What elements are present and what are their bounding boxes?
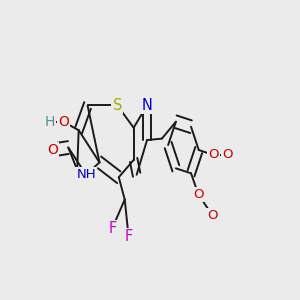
Text: O: O bbox=[193, 188, 204, 201]
Text: O: O bbox=[207, 209, 218, 222]
Text: H: H bbox=[45, 115, 55, 129]
Text: O: O bbox=[47, 143, 58, 157]
Text: O: O bbox=[222, 148, 232, 161]
Text: F: F bbox=[108, 221, 116, 236]
Text: S: S bbox=[112, 98, 122, 113]
Text: O: O bbox=[58, 115, 69, 129]
Text: F: F bbox=[124, 229, 133, 244]
Text: N: N bbox=[142, 98, 152, 113]
Text: O: O bbox=[208, 148, 219, 161]
Text: NH: NH bbox=[76, 168, 96, 181]
